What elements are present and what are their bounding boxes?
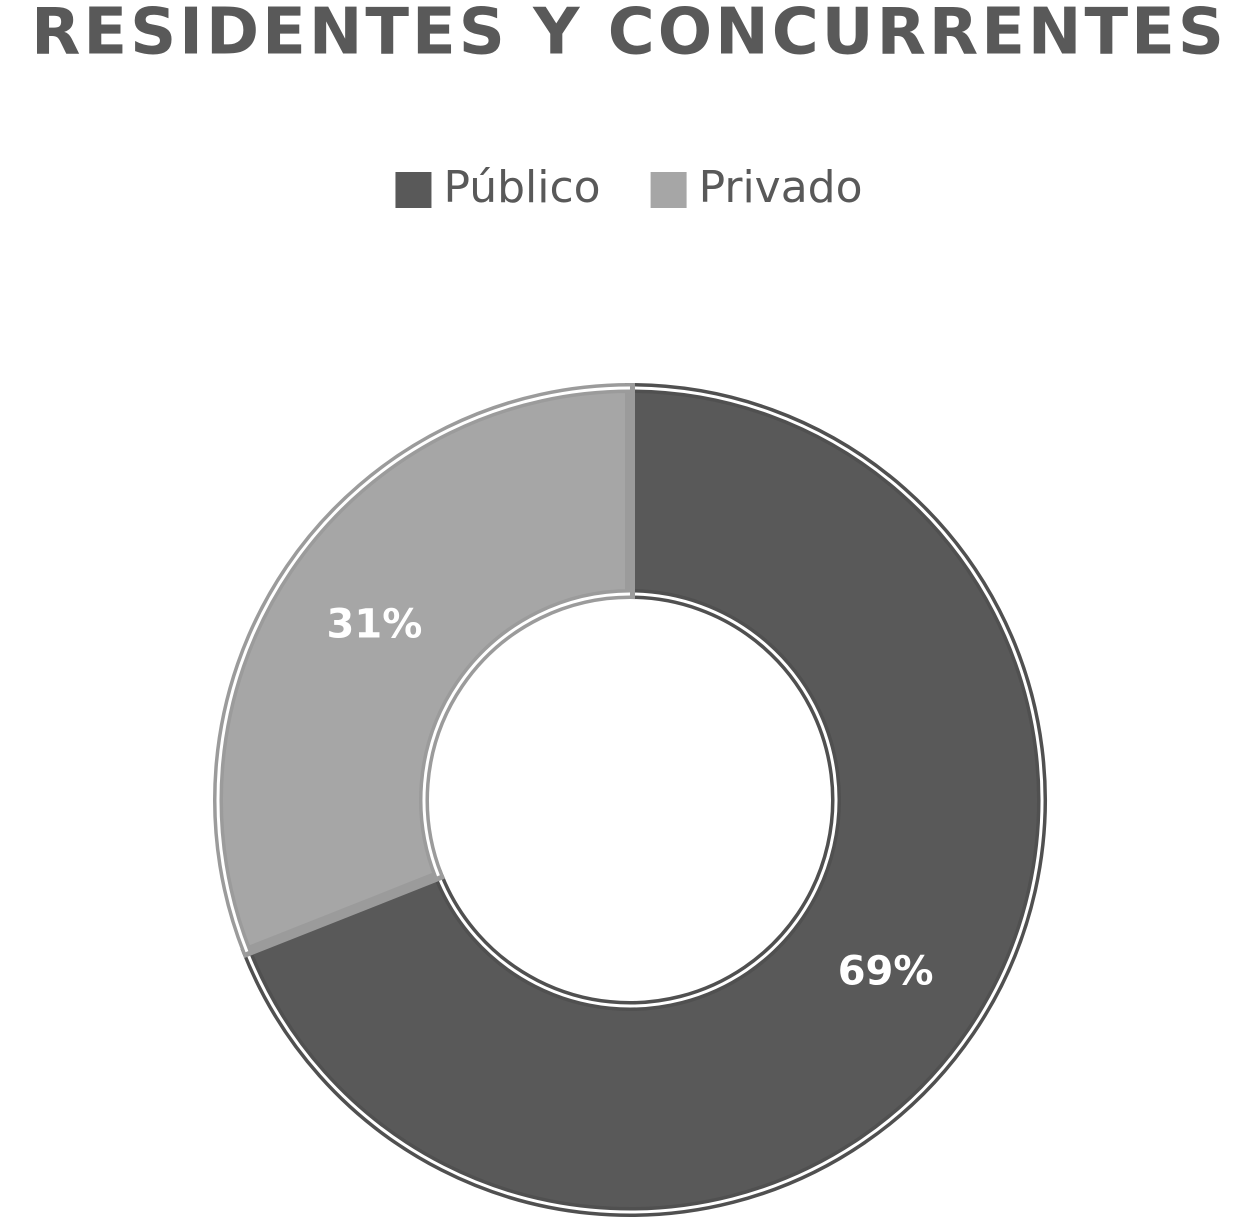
legend-swatch <box>650 172 687 208</box>
segment-edge <box>216 386 631 953</box>
data-label: 31% <box>327 601 423 647</box>
chart-title: RESIDENTES Y CONCURRENTES <box>31 0 1227 70</box>
legend-swatch <box>395 172 432 208</box>
segment-edge <box>245 386 1044 1214</box>
legend-label: Público <box>443 162 600 213</box>
donut-segment <box>213 382 635 959</box>
legend-label: Privado <box>699 162 863 213</box>
data-label: 69% <box>838 949 934 995</box>
